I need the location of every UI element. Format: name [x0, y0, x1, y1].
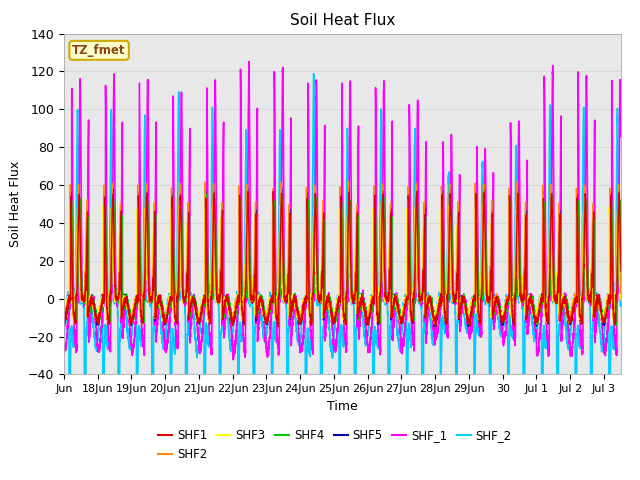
Legend: SHF1, SHF2, SHF3, SHF4, SHF5, SHF_1, SHF_2: SHF1, SHF2, SHF3, SHF4, SHF5, SHF_1, SHF… — [154, 425, 516, 466]
X-axis label: Time: Time — [327, 400, 358, 413]
Title: Soil Heat Flux: Soil Heat Flux — [290, 13, 395, 28]
Text: TZ_fmet: TZ_fmet — [72, 44, 126, 57]
Y-axis label: Soil Heat Flux: Soil Heat Flux — [10, 161, 22, 247]
